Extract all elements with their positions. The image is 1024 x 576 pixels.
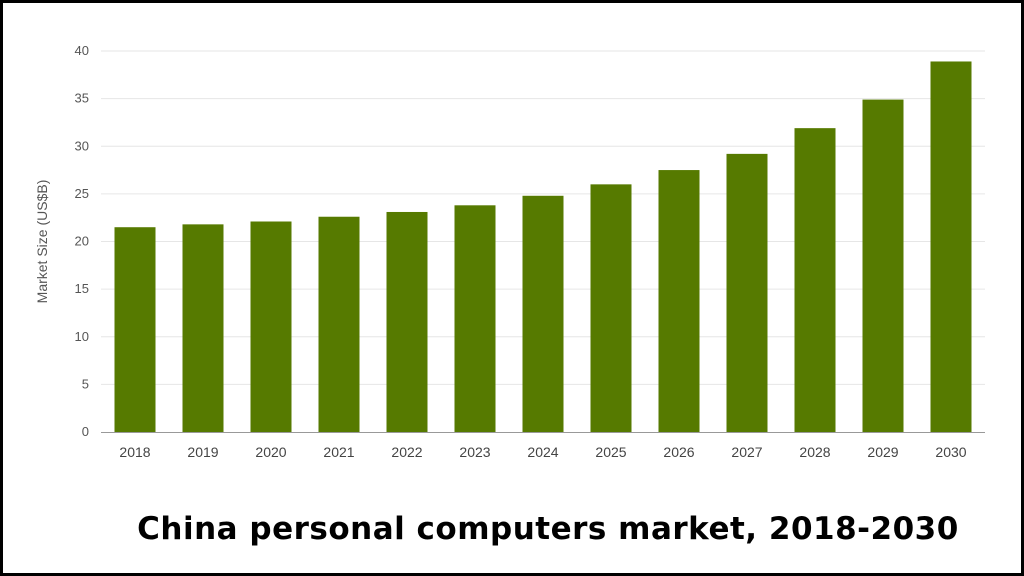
bar <box>522 195 564 432</box>
y-tick-label: 20 <box>75 234 89 249</box>
y-tick-label: 5 <box>82 376 89 391</box>
x-tick-label: 2026 <box>663 444 694 460</box>
bar <box>454 205 496 432</box>
y-tick-label: 40 <box>75 43 89 58</box>
y-tick-label: 0 <box>82 424 89 439</box>
x-tick-label: 2030 <box>935 444 966 460</box>
chart-title: China personal computers market, 2018-20… <box>137 511 959 547</box>
bar <box>182 224 224 432</box>
x-tick-label: 2029 <box>867 444 898 460</box>
bar <box>726 153 768 432</box>
x-tick-label: 2021 <box>323 444 354 460</box>
bars <box>114 61 972 432</box>
y-tick-label: 10 <box>75 329 89 344</box>
x-tick-label: 2018 <box>119 444 150 460</box>
y-tick-label: 35 <box>75 91 89 106</box>
y-axis-label: Market Size (US$B) <box>34 180 50 304</box>
y-tick-label: 30 <box>75 138 89 153</box>
x-tick-label: 2027 <box>731 444 762 460</box>
bar <box>114 227 156 432</box>
bar <box>794 128 836 432</box>
bar <box>658 170 700 432</box>
y-tick-labels: 0 5 10 15 20 25 30 35 40 <box>75 43 89 439</box>
bar <box>386 211 428 432</box>
x-tick-label: 2023 <box>459 444 490 460</box>
y-tick-label: 25 <box>75 186 89 201</box>
bar <box>318 216 360 432</box>
x-tick-label: 2022 <box>391 444 422 460</box>
x-tick-label: 2024 <box>527 444 558 460</box>
bar <box>862 99 904 432</box>
x-tick-label: 2025 <box>595 444 626 460</box>
x-tick-label: 2019 <box>187 444 218 460</box>
x-tick-label: 2028 <box>799 444 830 460</box>
bar <box>930 61 972 432</box>
y-tick-label: 15 <box>75 281 89 296</box>
bar <box>250 221 292 432</box>
x-tick-label: 2020 <box>255 444 286 460</box>
x-tick-labels: 2018 2019 2020 2021 2022 2023 2024 2025 2026 2027… <box>119 444 966 460</box>
bar <box>590 184 632 432</box>
